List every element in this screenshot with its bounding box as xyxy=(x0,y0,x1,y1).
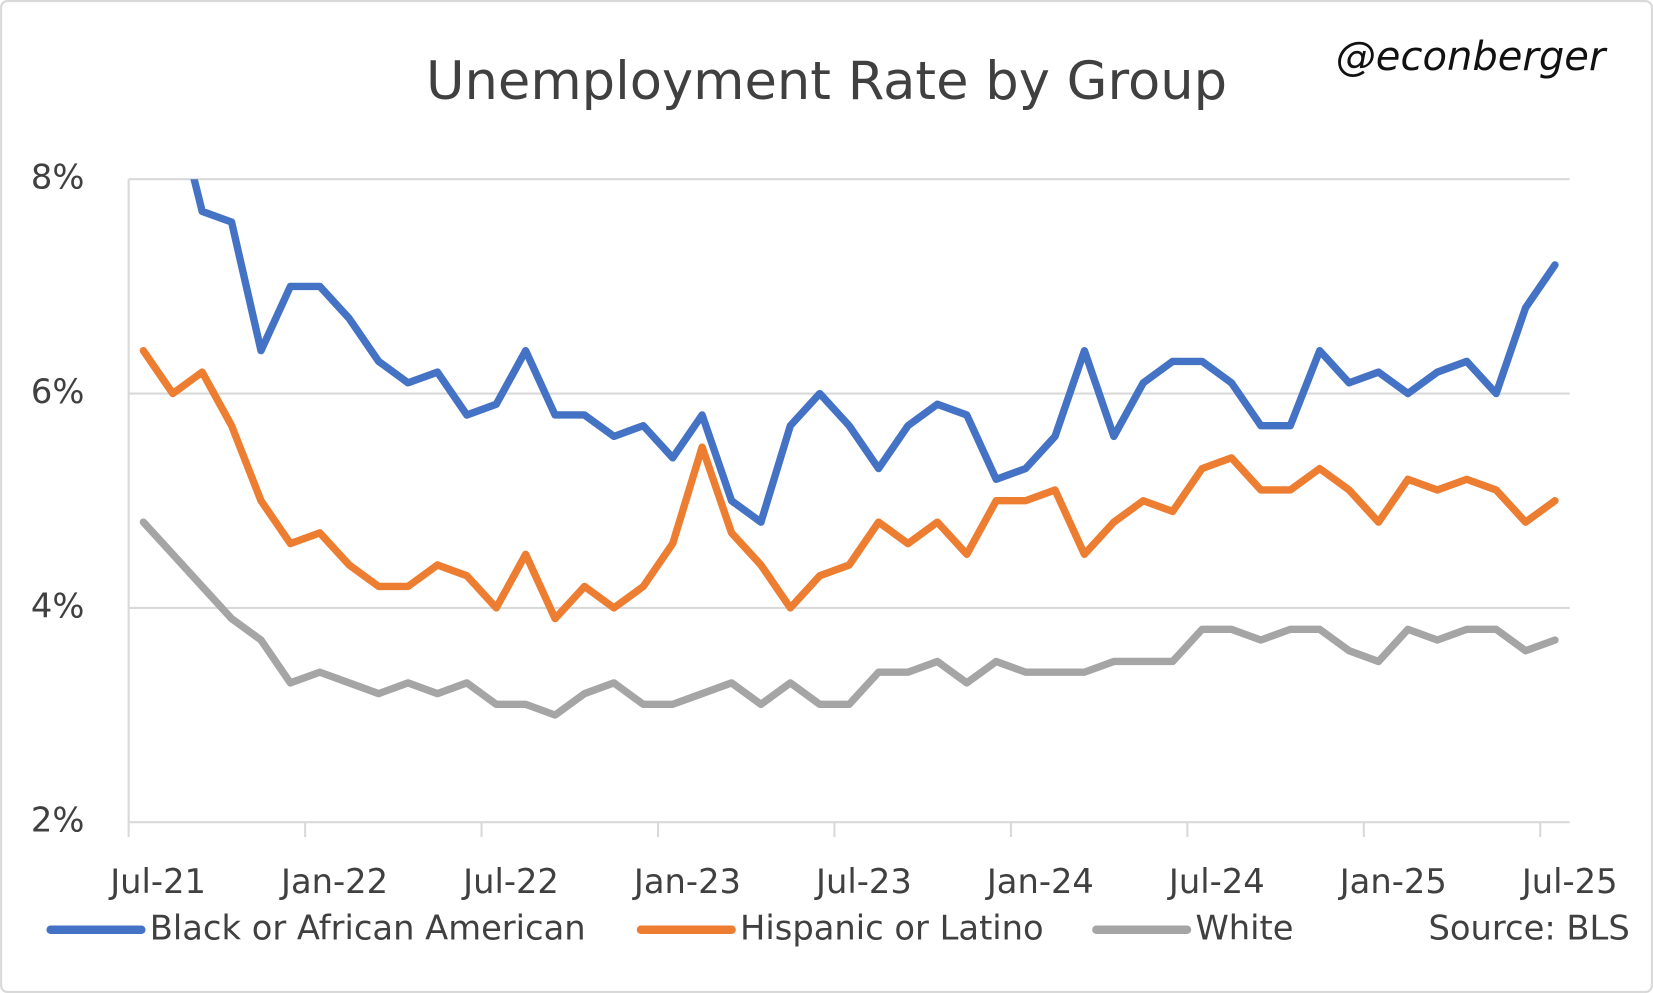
y-tick-label: 2% xyxy=(31,801,85,840)
source-note: Source: BLS xyxy=(1429,908,1630,947)
grid: 2% 4% 6% 8% Jul-21 Jan-22 Jul-22 Jan-23 Jul-23 Ja… xyxy=(31,158,1618,901)
x-tick-label: Jan-22 xyxy=(279,862,388,901)
series-line xyxy=(190,179,1559,526)
legend: Black or African American Hispanic or Lat… xyxy=(46,908,1293,947)
x-tick-label: Jul-24 xyxy=(1167,862,1265,901)
chart-subtitle: @econberger xyxy=(1336,34,1608,80)
chart-title: Unemployment Rate by Group xyxy=(426,51,1227,112)
plot-area xyxy=(139,179,1559,719)
series-line xyxy=(139,518,1559,719)
series-line xyxy=(139,346,1559,623)
legend-label: Black or African American xyxy=(150,908,586,947)
y-tick-label: 4% xyxy=(31,586,85,625)
y-tick-label: 8% xyxy=(31,158,85,197)
x-tick-label: Jan-24 xyxy=(985,862,1094,901)
x-tick-label: Jan-25 xyxy=(1338,862,1447,901)
x-tick-label: Jan-23 xyxy=(632,862,741,901)
x-tick-label: Jul-23 xyxy=(814,862,912,901)
x-tick-label: Jul-25 xyxy=(1520,862,1618,901)
legend-label: Hispanic or Latino xyxy=(740,908,1044,947)
y-tick-label: 6% xyxy=(31,372,85,411)
x-tick-label: Jul-21 xyxy=(108,862,206,901)
x-tick-label: Jul-22 xyxy=(461,862,559,901)
legend-label: White xyxy=(1195,908,1293,947)
